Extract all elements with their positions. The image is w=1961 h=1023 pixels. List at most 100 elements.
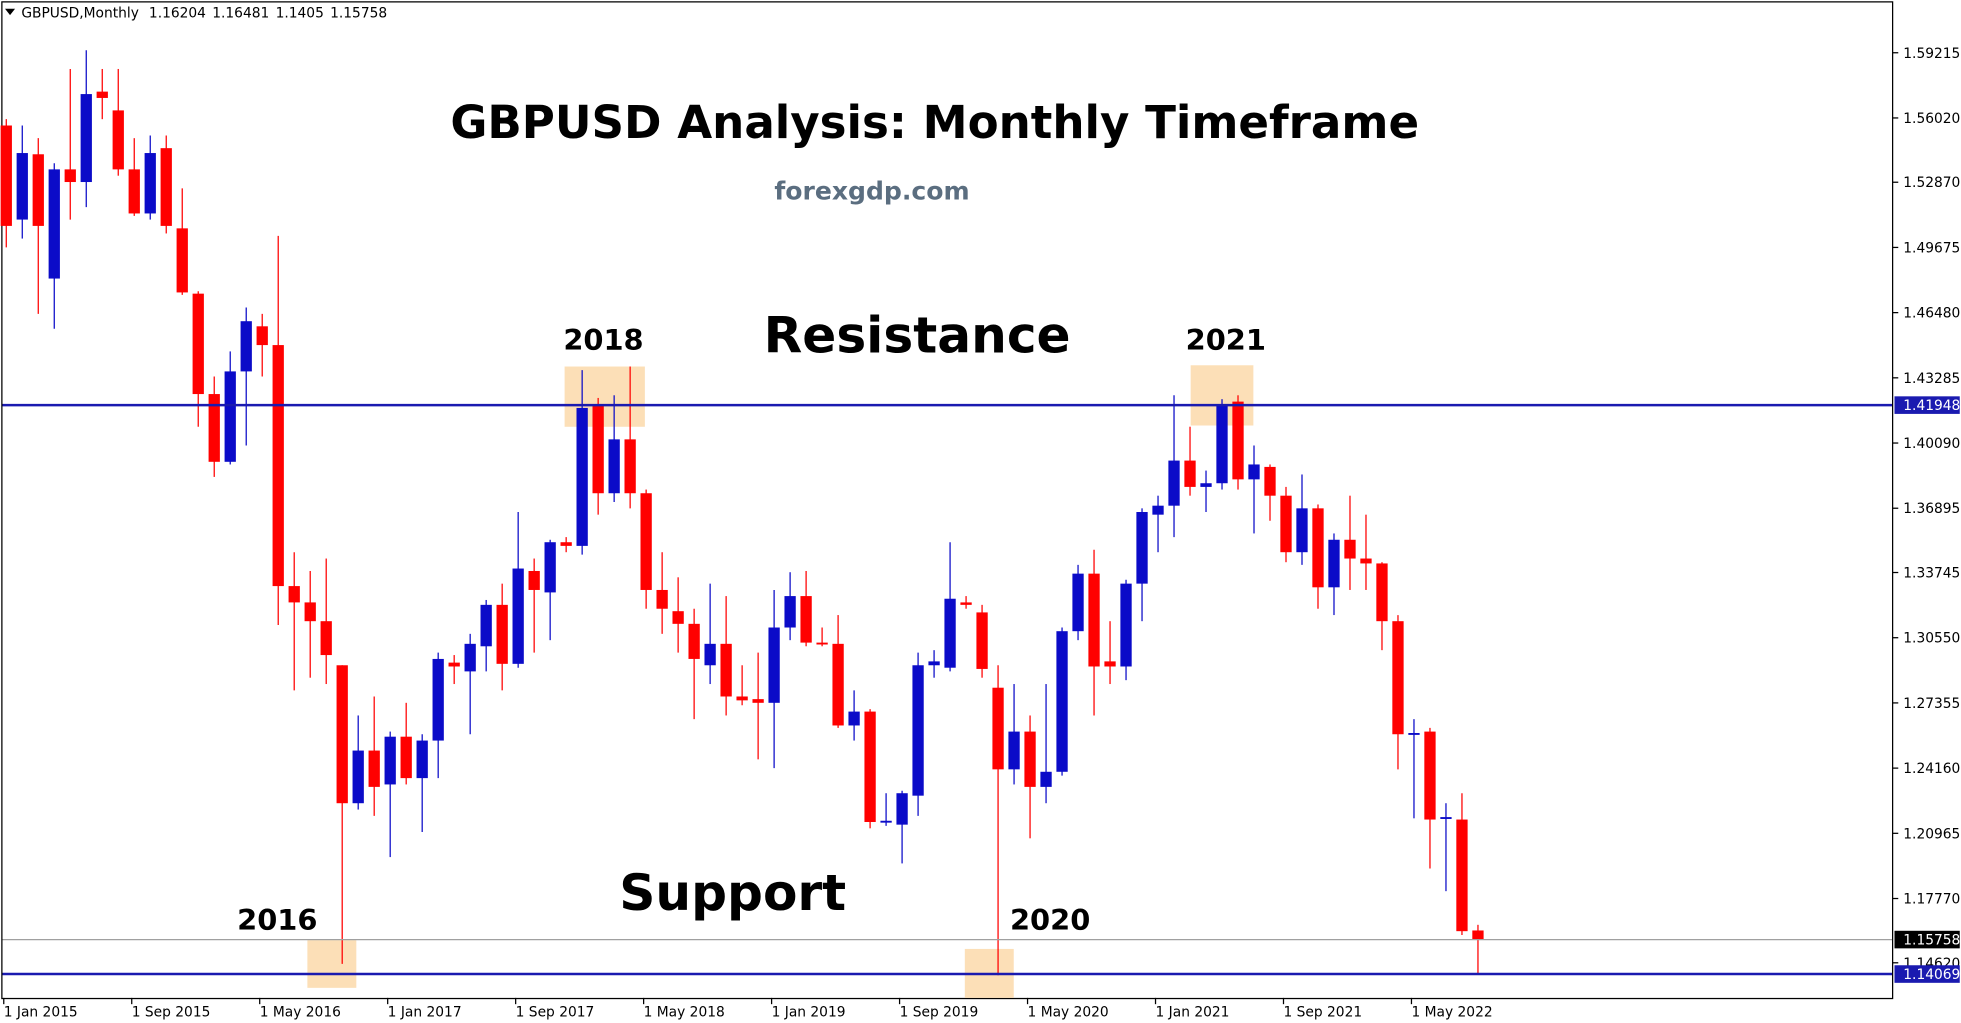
x-tick-label: 1 Sep 2019 xyxy=(900,1005,979,1021)
x-tick-label: 1 May 2020 xyxy=(1028,1005,1109,1021)
candle-body xyxy=(1056,631,1068,772)
y-tick-label: 1.59215 xyxy=(1903,46,1960,62)
candle-body xyxy=(1248,464,1260,480)
x-tick-label: 1 May 2016 xyxy=(260,1005,341,1021)
candle-body xyxy=(1152,505,1164,515)
candle-body xyxy=(1456,819,1468,932)
y-tick-label: 1.52870 xyxy=(1903,175,1960,191)
level-label: 1.14069 xyxy=(1903,967,1960,983)
level-label-box xyxy=(1894,965,1960,983)
x-tick-label: 1 Sep 2021 xyxy=(1283,1005,1362,1021)
candle-body xyxy=(176,228,188,293)
chart-subtitle: forexgdp.com xyxy=(774,177,969,206)
y-tick-label: 1.27355 xyxy=(1903,696,1960,712)
candle-body xyxy=(528,570,540,590)
ohlc-open: 1.16204 xyxy=(149,6,206,22)
level-label: 1.41948 xyxy=(1903,398,1960,414)
candle-body xyxy=(1280,495,1292,553)
y-tick-label: 1.24160 xyxy=(1903,761,1960,777)
candle-body xyxy=(592,405,604,494)
candle-body xyxy=(992,687,1004,770)
candle-body xyxy=(976,612,988,669)
candle-body xyxy=(1312,508,1324,588)
candle-body xyxy=(304,602,316,622)
candle-body xyxy=(1264,466,1276,496)
candle-body xyxy=(1424,731,1436,820)
candle-body xyxy=(704,643,716,666)
annotation: Support xyxy=(619,863,846,922)
y-tick-label: 1.33745 xyxy=(1903,566,1960,582)
candle-body xyxy=(1104,661,1116,667)
x-tick-label: 1 Sep 2015 xyxy=(132,1005,211,1021)
candle-body xyxy=(352,750,364,804)
candle-body xyxy=(1200,483,1212,487)
candle-body xyxy=(192,293,204,395)
candle-body xyxy=(880,820,892,823)
y-tick-label: 1.49675 xyxy=(1903,240,1960,256)
y-tick-label: 1.30550 xyxy=(1903,631,1960,647)
candle-body xyxy=(1360,558,1372,564)
level-label-box xyxy=(1894,396,1960,414)
candle-body xyxy=(1392,621,1404,735)
candle-body xyxy=(80,94,92,183)
candle-body xyxy=(496,604,508,664)
candle-body xyxy=(384,736,396,785)
candle-body xyxy=(864,711,876,822)
candle-body xyxy=(464,643,476,672)
candle-body xyxy=(736,696,748,701)
candle-body xyxy=(512,568,524,664)
candle-body xyxy=(256,326,268,346)
candle-body xyxy=(1008,731,1020,770)
annotation: 2020 xyxy=(1010,903,1090,937)
level-label-box xyxy=(1894,930,1960,949)
candle-body xyxy=(448,662,460,667)
y-tick-label: 1.56020 xyxy=(1903,111,1960,127)
candle-body xyxy=(240,321,252,372)
candle-body xyxy=(720,643,732,697)
annotation: Resistance xyxy=(764,306,1071,365)
x-tick-label: 1 Jan 2015 xyxy=(4,1005,78,1021)
level-label: 1.15758 xyxy=(1903,933,1960,949)
y-tick-label: 1.43285 xyxy=(1903,371,1960,387)
y-tick-label: 1.40090 xyxy=(1903,436,1960,452)
candle-body xyxy=(368,750,380,787)
candle-body xyxy=(48,169,60,279)
candle-body xyxy=(480,604,492,647)
candle-body xyxy=(560,542,572,546)
ohlc-low: 1.1405 xyxy=(276,6,324,22)
candle-body xyxy=(784,596,796,628)
x-tick-label: 1 Jan 2019 xyxy=(772,1005,846,1021)
candle-body xyxy=(608,439,620,494)
candle-body xyxy=(64,169,76,183)
candle-body xyxy=(1440,817,1452,819)
candle-body xyxy=(1328,539,1340,588)
candle-body xyxy=(912,665,924,796)
y-tick-label: 1.20965 xyxy=(1903,826,1960,842)
candle-body xyxy=(1136,512,1148,584)
candle-body xyxy=(1040,771,1052,787)
x-tick-label: 1 Jan 2017 xyxy=(388,1005,462,1021)
candle-body xyxy=(128,169,140,214)
candle-body xyxy=(1296,508,1308,553)
candle-body xyxy=(576,407,588,546)
candle-body xyxy=(16,153,28,220)
candle-body xyxy=(672,611,684,624)
candle-body xyxy=(832,643,844,726)
x-tick-label: 1 Jan 2021 xyxy=(1156,1005,1230,1021)
candle-body xyxy=(1376,563,1388,622)
chart-title: GBPUSD Analysis: Monthly Timeframe xyxy=(450,96,1419,149)
header: GBPUSD,Monthly 1.16204 1.16481 1.1405 1.1575… xyxy=(21,6,387,22)
candle-body xyxy=(0,125,12,226)
x-tick-label: 1 May 2022 xyxy=(1411,1005,1492,1021)
annotation: 2021 xyxy=(1186,323,1266,357)
candle-body xyxy=(896,793,908,825)
candle-body xyxy=(816,642,828,645)
candle-body xyxy=(272,345,284,587)
candle-body xyxy=(32,154,44,226)
x-tick-label: 1 May 2018 xyxy=(644,1005,725,1021)
candle-body xyxy=(688,623,700,659)
candle-body xyxy=(1088,573,1100,667)
candle-body xyxy=(96,91,108,98)
candle-body xyxy=(1232,401,1244,480)
candle-body xyxy=(752,699,764,703)
